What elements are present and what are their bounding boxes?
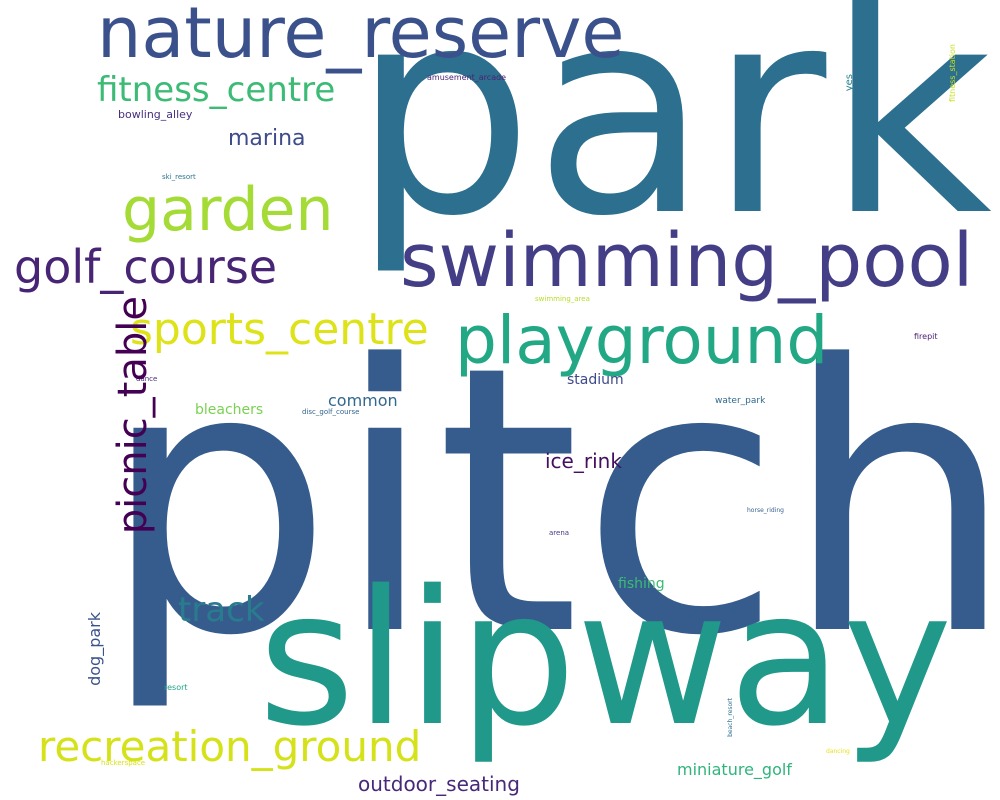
word-swimming-area: swimming_area <box>535 295 590 303</box>
word-ice-rink: ice_rink <box>545 449 622 473</box>
word-hackerspace: hackerspace <box>101 759 146 767</box>
word-firepit: firepit <box>914 332 938 341</box>
word-fishing: fishing <box>618 576 665 592</box>
word-dog-park: dog_park <box>85 612 104 686</box>
word-fitness-centre: fitness_centre <box>97 70 336 110</box>
word-stadium: stadium <box>567 372 624 388</box>
word-recreation-ground: recreation_ground <box>38 722 422 771</box>
word-common: common <box>328 391 398 410</box>
word-amusement-arcade: amusement_arcade <box>427 73 507 82</box>
word-outdoor-seating: outdoor_seating <box>358 772 520 796</box>
word-beach-resort: beach_resort <box>727 698 734 737</box>
word-ski-resort: ski_resort <box>162 173 196 181</box>
word-swimming-pool: swimming_pool <box>400 218 974 304</box>
word-golf-course: golf_course <box>14 240 278 294</box>
word-park: park <box>352 0 993 279</box>
word-fitness-station: fitness_station <box>948 44 957 103</box>
word-arena: arena <box>549 529 570 537</box>
word-dance: dance <box>136 375 158 383</box>
word-miniature-golf: miniature_golf <box>677 760 792 779</box>
word-garden: garden <box>122 175 334 245</box>
word-pitch: pitch <box>100 287 1000 716</box>
word-picnic-table: picnic_table <box>110 296 156 535</box>
word-sports-centre: sports_centre <box>130 304 429 355</box>
word-marina: marina <box>228 126 306 151</box>
word-water-park: water_park <box>715 396 766 406</box>
word-bowling-alley: bowling_alley <box>118 108 193 121</box>
word-resort: resort <box>164 683 188 692</box>
word-nature-reserve: nature_reserve <box>97 0 625 74</box>
word-disc-golf-course: disc_golf_course <box>302 408 360 416</box>
word-slipway: slipway <box>258 550 953 767</box>
word-yes: yes <box>844 74 855 92</box>
word-track: track <box>178 590 265 630</box>
word-playground: playground <box>455 302 829 379</box>
word-horse-riding: horse_riding <box>747 507 784 514</box>
word-bleachers: bleachers <box>195 402 264 418</box>
word-dancing: dancing <box>826 748 850 755</box>
